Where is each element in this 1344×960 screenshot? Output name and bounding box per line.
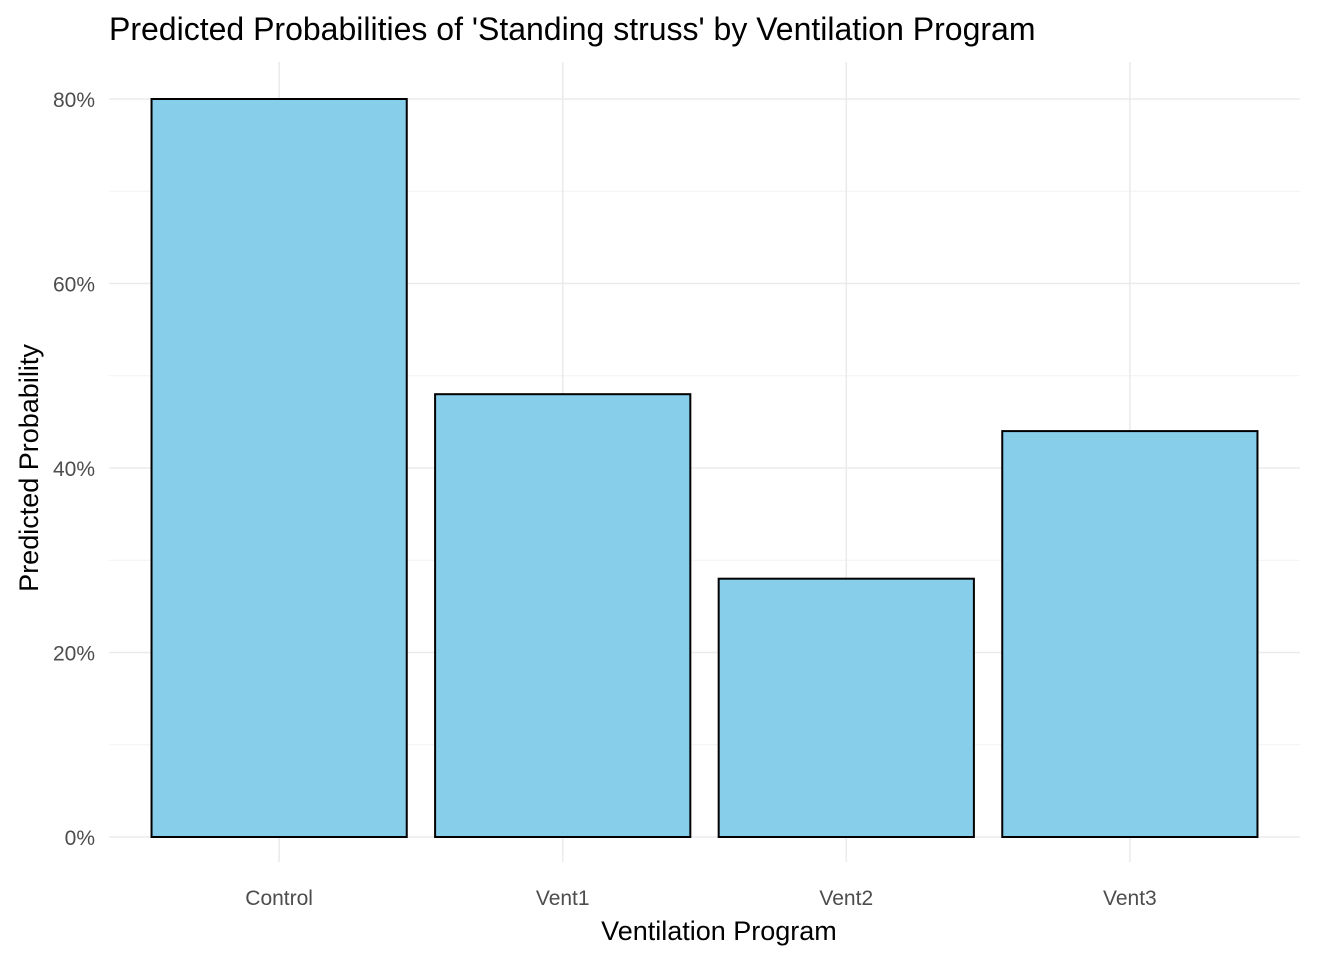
y-tick-label: 40% bbox=[53, 458, 95, 481]
y-axis-title: Predicted Probability bbox=[14, 344, 44, 592]
x-tick-label: Vent2 bbox=[819, 887, 873, 910]
x-tick-label: Control bbox=[245, 887, 313, 910]
bar-vent3 bbox=[1001, 430, 1259, 838]
bars bbox=[150, 98, 1259, 838]
bar-control bbox=[150, 98, 408, 838]
y-tick-label: 80% bbox=[53, 89, 95, 112]
x-tick-label: Vent1 bbox=[536, 887, 590, 910]
chart-title: Predicted Probabilities of 'Standing str… bbox=[109, 11, 1035, 47]
y-tick-label: 20% bbox=[53, 643, 95, 666]
x-axis-ticks: Control Vent1 Vent2 Vent3 bbox=[245, 887, 1156, 910]
y-axis-ticks: 0% 20% 40% 60% 80% bbox=[53, 89, 95, 850]
y-tick-label: 60% bbox=[53, 274, 95, 297]
bar-vent1 bbox=[434, 393, 692, 838]
bar-vent2 bbox=[717, 577, 975, 838]
x-tick-label: Vent3 bbox=[1103, 887, 1157, 910]
x-axis-title: Ventilation Program bbox=[601, 916, 837, 946]
y-tick-label: 0% bbox=[65, 827, 95, 850]
